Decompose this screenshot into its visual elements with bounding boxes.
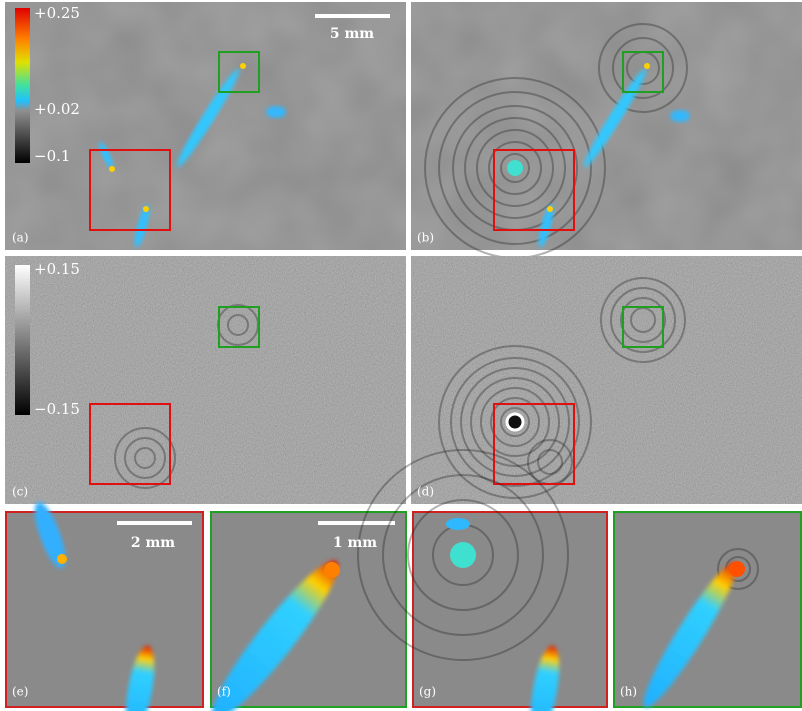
panel-label: (h)	[620, 685, 637, 699]
panel-label: (e)	[12, 685, 28, 699]
colorbar-label: −0.15	[34, 400, 80, 418]
colorbar-label: +0.15	[34, 260, 80, 278]
panel-label: (f)	[217, 685, 231, 699]
panel-label: (d)	[417, 485, 434, 499]
panel-label: (c)	[12, 485, 28, 499]
panel-h	[614, 512, 801, 711]
colorbar-label: +0.25	[34, 4, 80, 22]
panel-label: (b)	[417, 231, 434, 245]
panel-e	[6, 499, 203, 711]
panel-b	[411, 2, 802, 258]
colorbar-label: +0.02	[34, 100, 80, 118]
panel-label: (a)	[12, 231, 29, 245]
panel-c	[5, 256, 406, 504]
figure: +0.25 +0.02 −0.1 +0.15 −0.15 5 mm 2 mm 1…	[0, 0, 802, 711]
scale-bar-label: 2 mm	[131, 535, 175, 551]
panel-label: (g)	[419, 685, 436, 699]
colorbar-label: −0.1	[34, 147, 70, 165]
panel-d	[411, 256, 802, 504]
scale-bar-label: 5 mm	[330, 26, 374, 42]
scale-bar-label: 1 mm	[333, 535, 377, 551]
